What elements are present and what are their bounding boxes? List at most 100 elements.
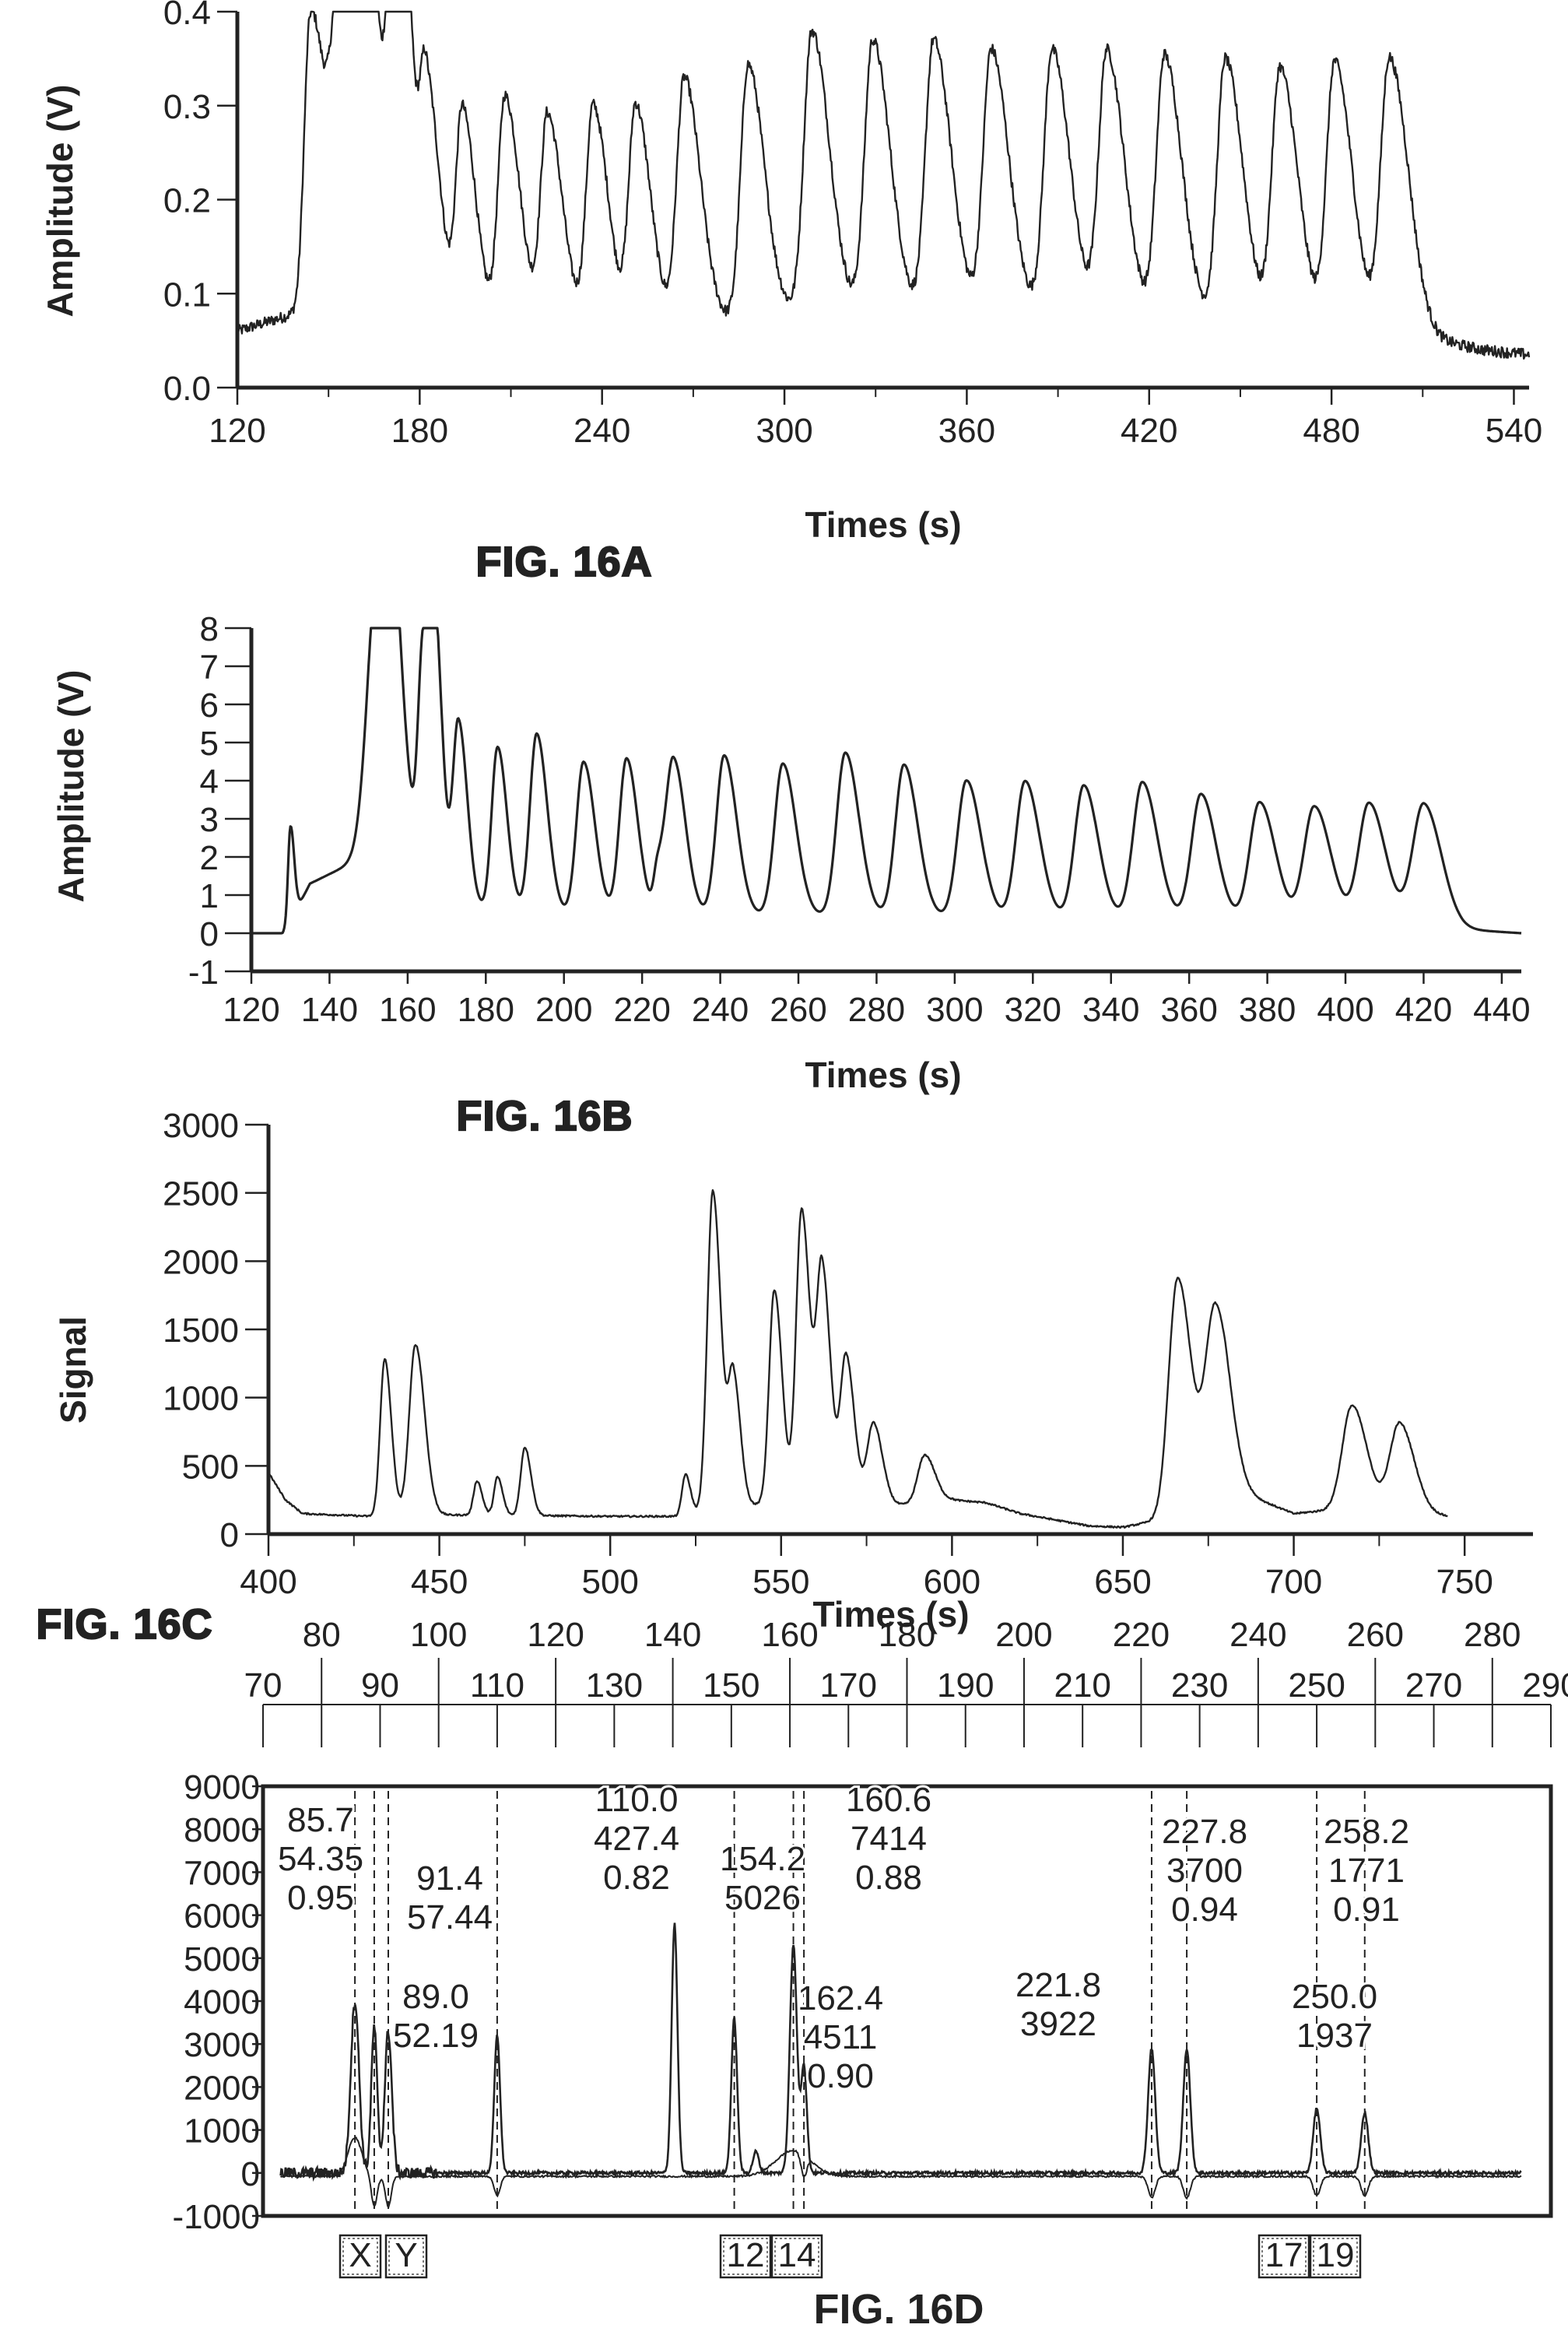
x-axis-title: Times (s) [805,504,961,545]
x-tick-label: 550 [752,1563,809,1601]
peak-id-frame [384,2234,428,2279]
y-tick-label: 2000 [163,1243,239,1281]
peak-id-box: X [339,2234,382,2279]
peak-annotation: 427.4 [594,1820,679,1858]
y-tick-label: 0 [241,2155,260,2193]
scale-label-lower: 290 [1522,1666,1568,1705]
y-tick-label: 8000 [184,1811,260,1849]
peak-id-box: 19 [1309,2234,1362,2279]
peak-annotation: 0.91 [1333,1891,1400,1929]
peak-annotation: 221.8 [1016,1966,1101,2004]
signal-trace [268,1189,1448,1529]
scale-label-upper: 120 [527,1616,584,1654]
y-tick-label: 4000 [184,1983,260,2021]
peak-annotation: 0.94 [1171,1891,1238,1929]
signal-trace [236,10,1531,360]
peak-annotation: 54.35 [278,1840,363,1878]
y-tick-label: 0.0 [163,370,211,408]
x-tick-label: 300 [926,991,983,1029]
x-tick-label: 220 [613,991,670,1029]
x-tick-label: 180 [458,991,514,1029]
scale-label-upper: 180 [879,1616,935,1654]
signal-trace [251,627,1522,935]
scale-label-lower: 270 [1405,1666,1462,1705]
x-tick-label: 340 [1082,991,1139,1029]
x-tick-label: 420 [1121,412,1177,450]
peak-annotation: 0.90 [807,2057,874,2095]
scale-label-upper: 260 [1347,1616,1404,1654]
peak-annotation: 4511 [804,2018,878,2056]
x-axis-title: Times (s) [805,1055,961,1095]
y-tick-label: 2500 [163,1175,239,1213]
peak-id-label: 17 [1265,2236,1303,2274]
scale-label-upper: 200 [995,1616,1052,1654]
peak-annotation: 91.4 [416,1859,483,1898]
peak-annotation: 89.0 [402,1978,469,2016]
y-tick-label: 9000 [184,1768,260,1807]
peak-annotation: 0.95 [287,1879,354,1917]
peak-id-label: Y [395,2236,417,2274]
peak-id-inner [723,2238,768,2275]
x-tick-label: 240 [574,412,630,450]
x-tick-label: 400 [240,1563,296,1601]
scale-label-upper: 80 [303,1616,341,1654]
x-tick-label: 500 [581,1563,638,1601]
peak-annotation: 250.0 [1292,1978,1377,2016]
peak-id-inner [774,2238,819,2275]
x-axis-title: Times (s) [812,1594,969,1634]
y-tick-label: 500 [182,1448,239,1486]
panel-16c: 0 500 1000 1500 2000 2500 3000 400 450 500 550 600 6… [35,1107,1533,1649]
y-tick-label: 3 [200,801,219,839]
peak-id-frame [339,2234,382,2279]
peak-annotation: 1937 [1296,2017,1373,2055]
y-tick-label: 2 [200,839,219,877]
peak-id-inner [388,2238,424,2275]
peak-id-frame [770,2234,823,2279]
figure-caption: FIG. 16C [36,1601,212,1648]
peak-annotation: 52.19 [393,2017,479,2055]
y-tick-label: 8 [200,610,219,648]
peak-annotation: 85.7 [287,1801,354,1839]
scale-label-upper: 240 [1229,1616,1286,1654]
x-tick-label: 750 [1436,1563,1493,1601]
x-tick-label: 540 [1486,412,1542,450]
x-tick-label: 200 [535,991,592,1029]
peak-id-box: 14 [770,2234,823,2279]
peak-annotation: 0.88 [855,1859,922,1897]
x-tick-label: 380 [1239,991,1296,1029]
scale-label-lower: 90 [361,1666,399,1705]
scale-label-lower: 70 [244,1666,282,1705]
y-tick-label: 1 [200,877,219,915]
x-tick-label: 280 [848,991,905,1029]
peak-annotation: 57.44 [407,1898,493,1936]
y-tick-label: 5 [200,725,219,763]
peak-annotation: 162.4 [798,1979,883,2017]
y-tick-label: 7000 [184,1854,260,1892]
y-tick-label: -1000 [172,2198,260,2236]
y-tick-label: 0 [220,1516,239,1554]
y-axis-title: Amplitude (V) [40,85,80,318]
x-tick-label: 260 [770,991,826,1029]
x-tick-label: 650 [1094,1563,1151,1601]
scale-label-lower: 150 [703,1666,759,1705]
peak-id-inner [342,2238,378,2275]
y-tick-label: 2000 [184,2069,260,2107]
peak-annotation: 258.2 [1324,1813,1409,1851]
x-tick-label: 360 [1160,991,1217,1029]
scale-label-upper: 280 [1464,1616,1521,1654]
x-tick-label: 480 [1303,412,1359,450]
peak-annotation: 3922 [1020,2005,1096,2043]
x-tick-label: 300 [756,412,812,450]
figure-caption: FIG. 16B [456,1093,633,1139]
peak-id-inner [1261,2238,1307,2275]
peak-id-frame [719,2234,772,2279]
y-axis-title: Amplitude (V) [51,670,91,903]
scale-label-lower: 130 [586,1666,643,1705]
x-tick-label: 440 [1473,991,1530,1029]
scale-label-lower: 230 [1171,1666,1228,1705]
peak-id-inner [1313,2238,1358,2275]
y-tick-label: 6000 [184,1898,260,1936]
scale-label-lower: 250 [1288,1666,1345,1705]
y-tick-label: 4 [200,763,219,801]
